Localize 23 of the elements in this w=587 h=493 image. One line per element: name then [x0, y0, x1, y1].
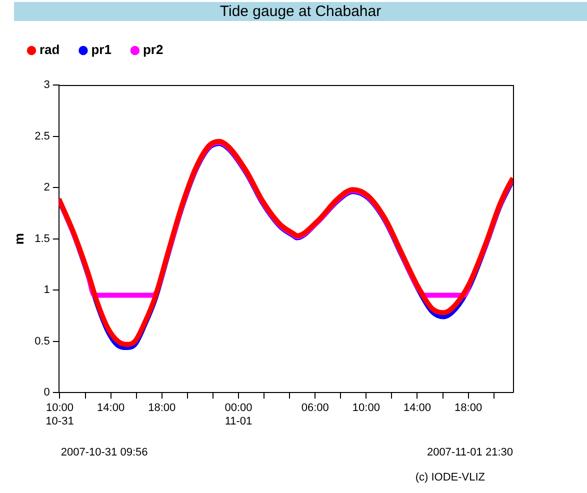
x-tick-label: 18:00	[454, 402, 482, 414]
legend-label: rad	[40, 42, 60, 58]
y-tick-label: 1.5	[34, 232, 50, 245]
y-tick-label: 0.5	[34, 335, 50, 348]
x-tick-label: 10:00 10-31	[46, 402, 74, 428]
x-tick-label: 06:00	[301, 402, 329, 414]
text: 2007-10-31 09:56	[60, 446, 148, 459]
legend-label: pr2	[142, 42, 164, 58]
text: (c) IODE-VLIZ	[415, 472, 486, 484]
x-tick-label: 14:00	[403, 402, 432, 414]
chart-title: Tide gauge at Chabahar	[14, 2, 587, 21]
legend-label: pr1	[91, 42, 112, 58]
y-tick-label: 2	[44, 182, 50, 194]
y-tick-label: 2.5	[34, 130, 50, 142]
x-tick-label: 00:00 11-01	[224, 402, 252, 428]
text: 2007-11-01 21:30	[426, 446, 513, 459]
x-tick-label: 18:00	[148, 402, 176, 414]
x-tick-label: 10:00	[352, 402, 380, 414]
y-axis-title: m	[11, 233, 26, 245]
y-tick-label: 3	[44, 79, 50, 92]
y-tick-label: 0	[44, 386, 50, 399]
x-tick-label: 14:00	[97, 402, 125, 414]
y-tick-label: 1	[44, 284, 50, 296]
